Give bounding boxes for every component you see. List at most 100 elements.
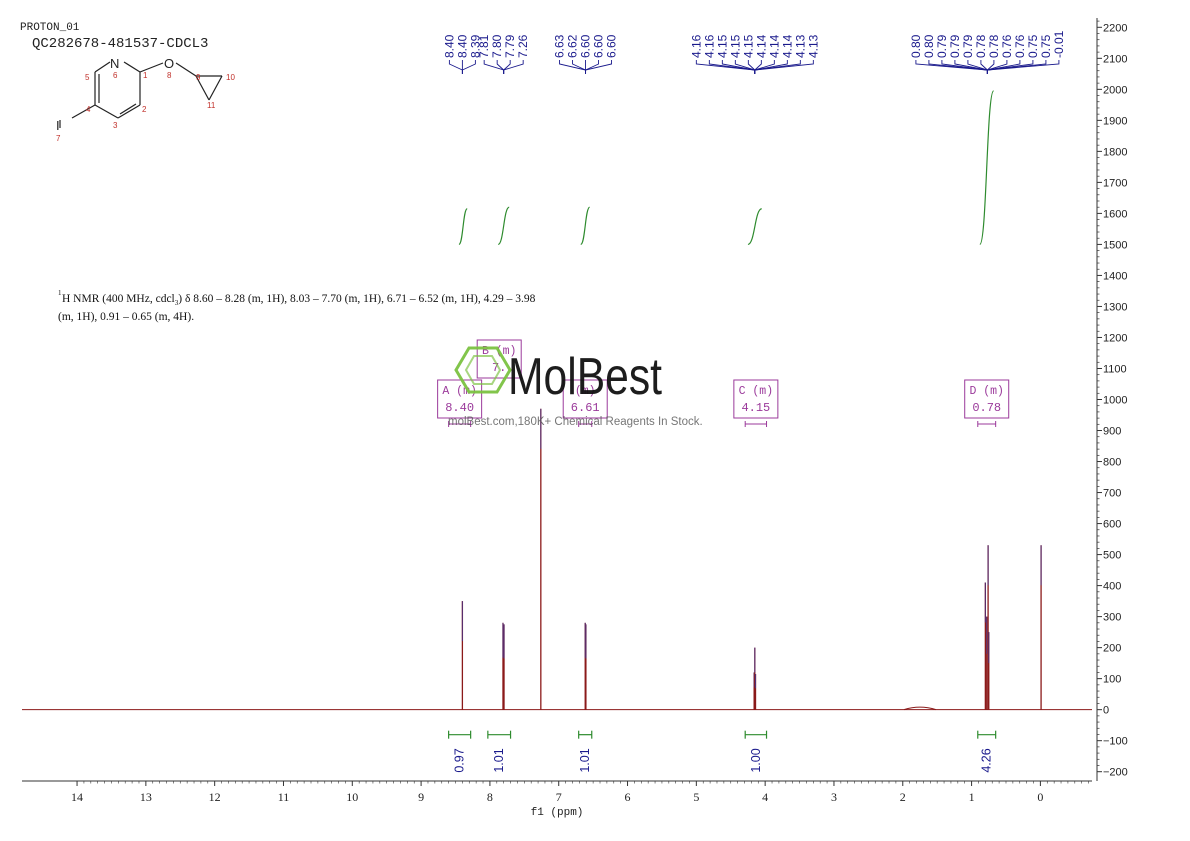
description-line-1-rest: ) δ 8.60 – 8.28 (m, 1H), 8.03 – 7.70 (m,… [178,293,535,305]
peak-shift-label: 7.81 [477,34,491,58]
peak-label-leader [503,60,511,74]
peak-shift-label: 0.76 [1000,34,1014,58]
integral-value: 1.01 [578,748,592,772]
y-tick-label: −200 [1103,767,1128,779]
integral-curve [979,90,995,246]
experiment-name: PROTON_01 [20,22,80,34]
multiplet-label: D (m) [969,385,1004,398]
peak-shift-label: 0.80 [909,34,923,58]
multiplet-box [562,379,608,419]
peak-shift-label: 7.26 [516,34,530,58]
integral-curve [497,206,510,246]
peak-shift-label: 0.75 [1039,34,1053,58]
peak-label-leader [754,60,814,74]
y-tick-label: 1900 [1103,115,1127,127]
multiplet-label: (m) [575,385,596,398]
y-tick-label: 1500 [1103,239,1127,251]
peak-label-leader [747,60,756,74]
peak-label-leader [980,60,988,74]
y-tick-label: 200 [1103,643,1121,655]
integral-value: 4.26 [980,748,994,772]
peak-shift-label: 0.78 [987,34,1001,58]
atom-iodine: I [56,118,60,133]
peak-shift-label: -0.01 [1052,30,1066,58]
x-tick-label: 11 [278,790,290,804]
peak-shift-label: 6.62 [566,34,580,58]
y-tick-label: 1600 [1103,208,1127,220]
multiplet-box [964,379,1010,419]
peak-shift-label: 0.80 [922,34,936,58]
peak-label-leader [503,60,524,74]
peak-shift-label: 4.15 [741,34,755,58]
chemical-structure [59,61,223,128]
y-tick-label: 1100 [1103,363,1127,375]
x-tick-label: 9 [418,790,424,804]
peak-shift-label: 6.60 [605,34,619,58]
x-tick-label: 14 [71,790,83,804]
atom-number-8: 8 [167,71,172,80]
y-tick-label: −100 [1103,736,1128,748]
peak-label-leader [448,60,463,74]
x-tick-label: 3 [831,790,837,804]
peak-shift-label: 4.14 [780,34,794,58]
y-tick-label: 300 [1103,612,1121,624]
atom-number-7: 7 [56,134,61,143]
peak-shift-label: 0.76 [1013,34,1027,58]
peak-shift-label: 4.14 [754,34,768,58]
peak-shift-label: 0.79 [935,34,949,58]
peak-shift-label: 0.79 [948,34,962,58]
multiplet-box [437,379,483,419]
y-tick-label: 2000 [1103,84,1127,96]
y-tick-label: 0 [1103,705,1109,717]
multiplet-shift: 0.78 [972,401,1001,415]
x-tick-label: 13 [140,790,152,804]
peak-label-leader [986,60,995,74]
x-tick-label: 4 [762,790,768,804]
peak-shift-label: 4.14 [767,34,781,58]
y-tick-label: 1400 [1103,270,1127,282]
description-line-1-start: H NMR (400 MHz, cdcl [62,293,175,305]
multiplet-box [476,339,522,379]
multiplet-label: C (m) [739,385,774,398]
y-tick-label: 1200 [1103,332,1127,344]
integral-curves [458,90,995,246]
y-tick-label: 2100 [1103,53,1127,65]
integral-value: 0.97 [453,748,467,772]
x-tick-label: 6 [625,790,631,804]
multiplet-box [733,379,779,419]
spectrum-trace [22,408,1092,711]
peak-shift-label: 4.13 [793,34,807,58]
integral-brackets: 0.97 1.01 1.01 1.00 4.26 [448,730,997,773]
description-line-1: H NMR (400 MHz, cdcl3) δ 8.60 – 8.28 (m,… [62,293,536,307]
peak-shift-label: 4.15 [715,34,729,58]
y-axis: 2200210020001900180017001600150014001300… [1096,18,1128,781]
multiplet-shift: 8.40 [445,401,474,415]
atom-number-11: 11 [207,101,216,110]
x-axis-label: f1 (ppm) [531,807,584,819]
y-tick-label: 500 [1103,550,1121,562]
x-tick-label: 0 [1037,790,1043,804]
y-tick-label: 1800 [1103,146,1127,158]
peak-shift-label: 0.79 [961,34,975,58]
x-axis: 14 13 12 11 10 9 8 7 6 5 4 3 2 1 0f1 (ppm) [22,780,1092,819]
x-tick-label: 12 [209,790,221,804]
peak-shift-label: 8.40 [455,34,469,58]
y-tick-label: 2200 [1103,22,1127,34]
peak-label-leader [754,60,762,74]
peak-shift-label: 6.60 [579,34,593,58]
peak-shift-label: 8.40 [442,34,456,58]
x-tick-label: 8 [487,790,493,804]
atom-number-2: 2 [142,105,147,114]
peak-shift-label: 4.16 [689,34,703,58]
watermark: MolBest molBest.com,180K+ Chemical Reage… [448,346,703,428]
peak-shift-label: 6.60 [592,34,606,58]
x-tick-label: 7 [556,790,562,804]
y-tick-label: 800 [1103,457,1121,469]
peak-shift-label: 8.39 [468,34,482,58]
nmr-description: 1 H NMR (400 MHz, cdcl3) δ 8.60 – 8.28 (… [58,289,536,323]
atom-number-4: 4 [86,105,91,114]
y-tick-label: 400 [1103,581,1121,593]
x-tick-label: 2 [900,790,906,804]
integral-value: 1.00 [749,748,763,772]
y-tick-label: 100 [1103,674,1121,686]
